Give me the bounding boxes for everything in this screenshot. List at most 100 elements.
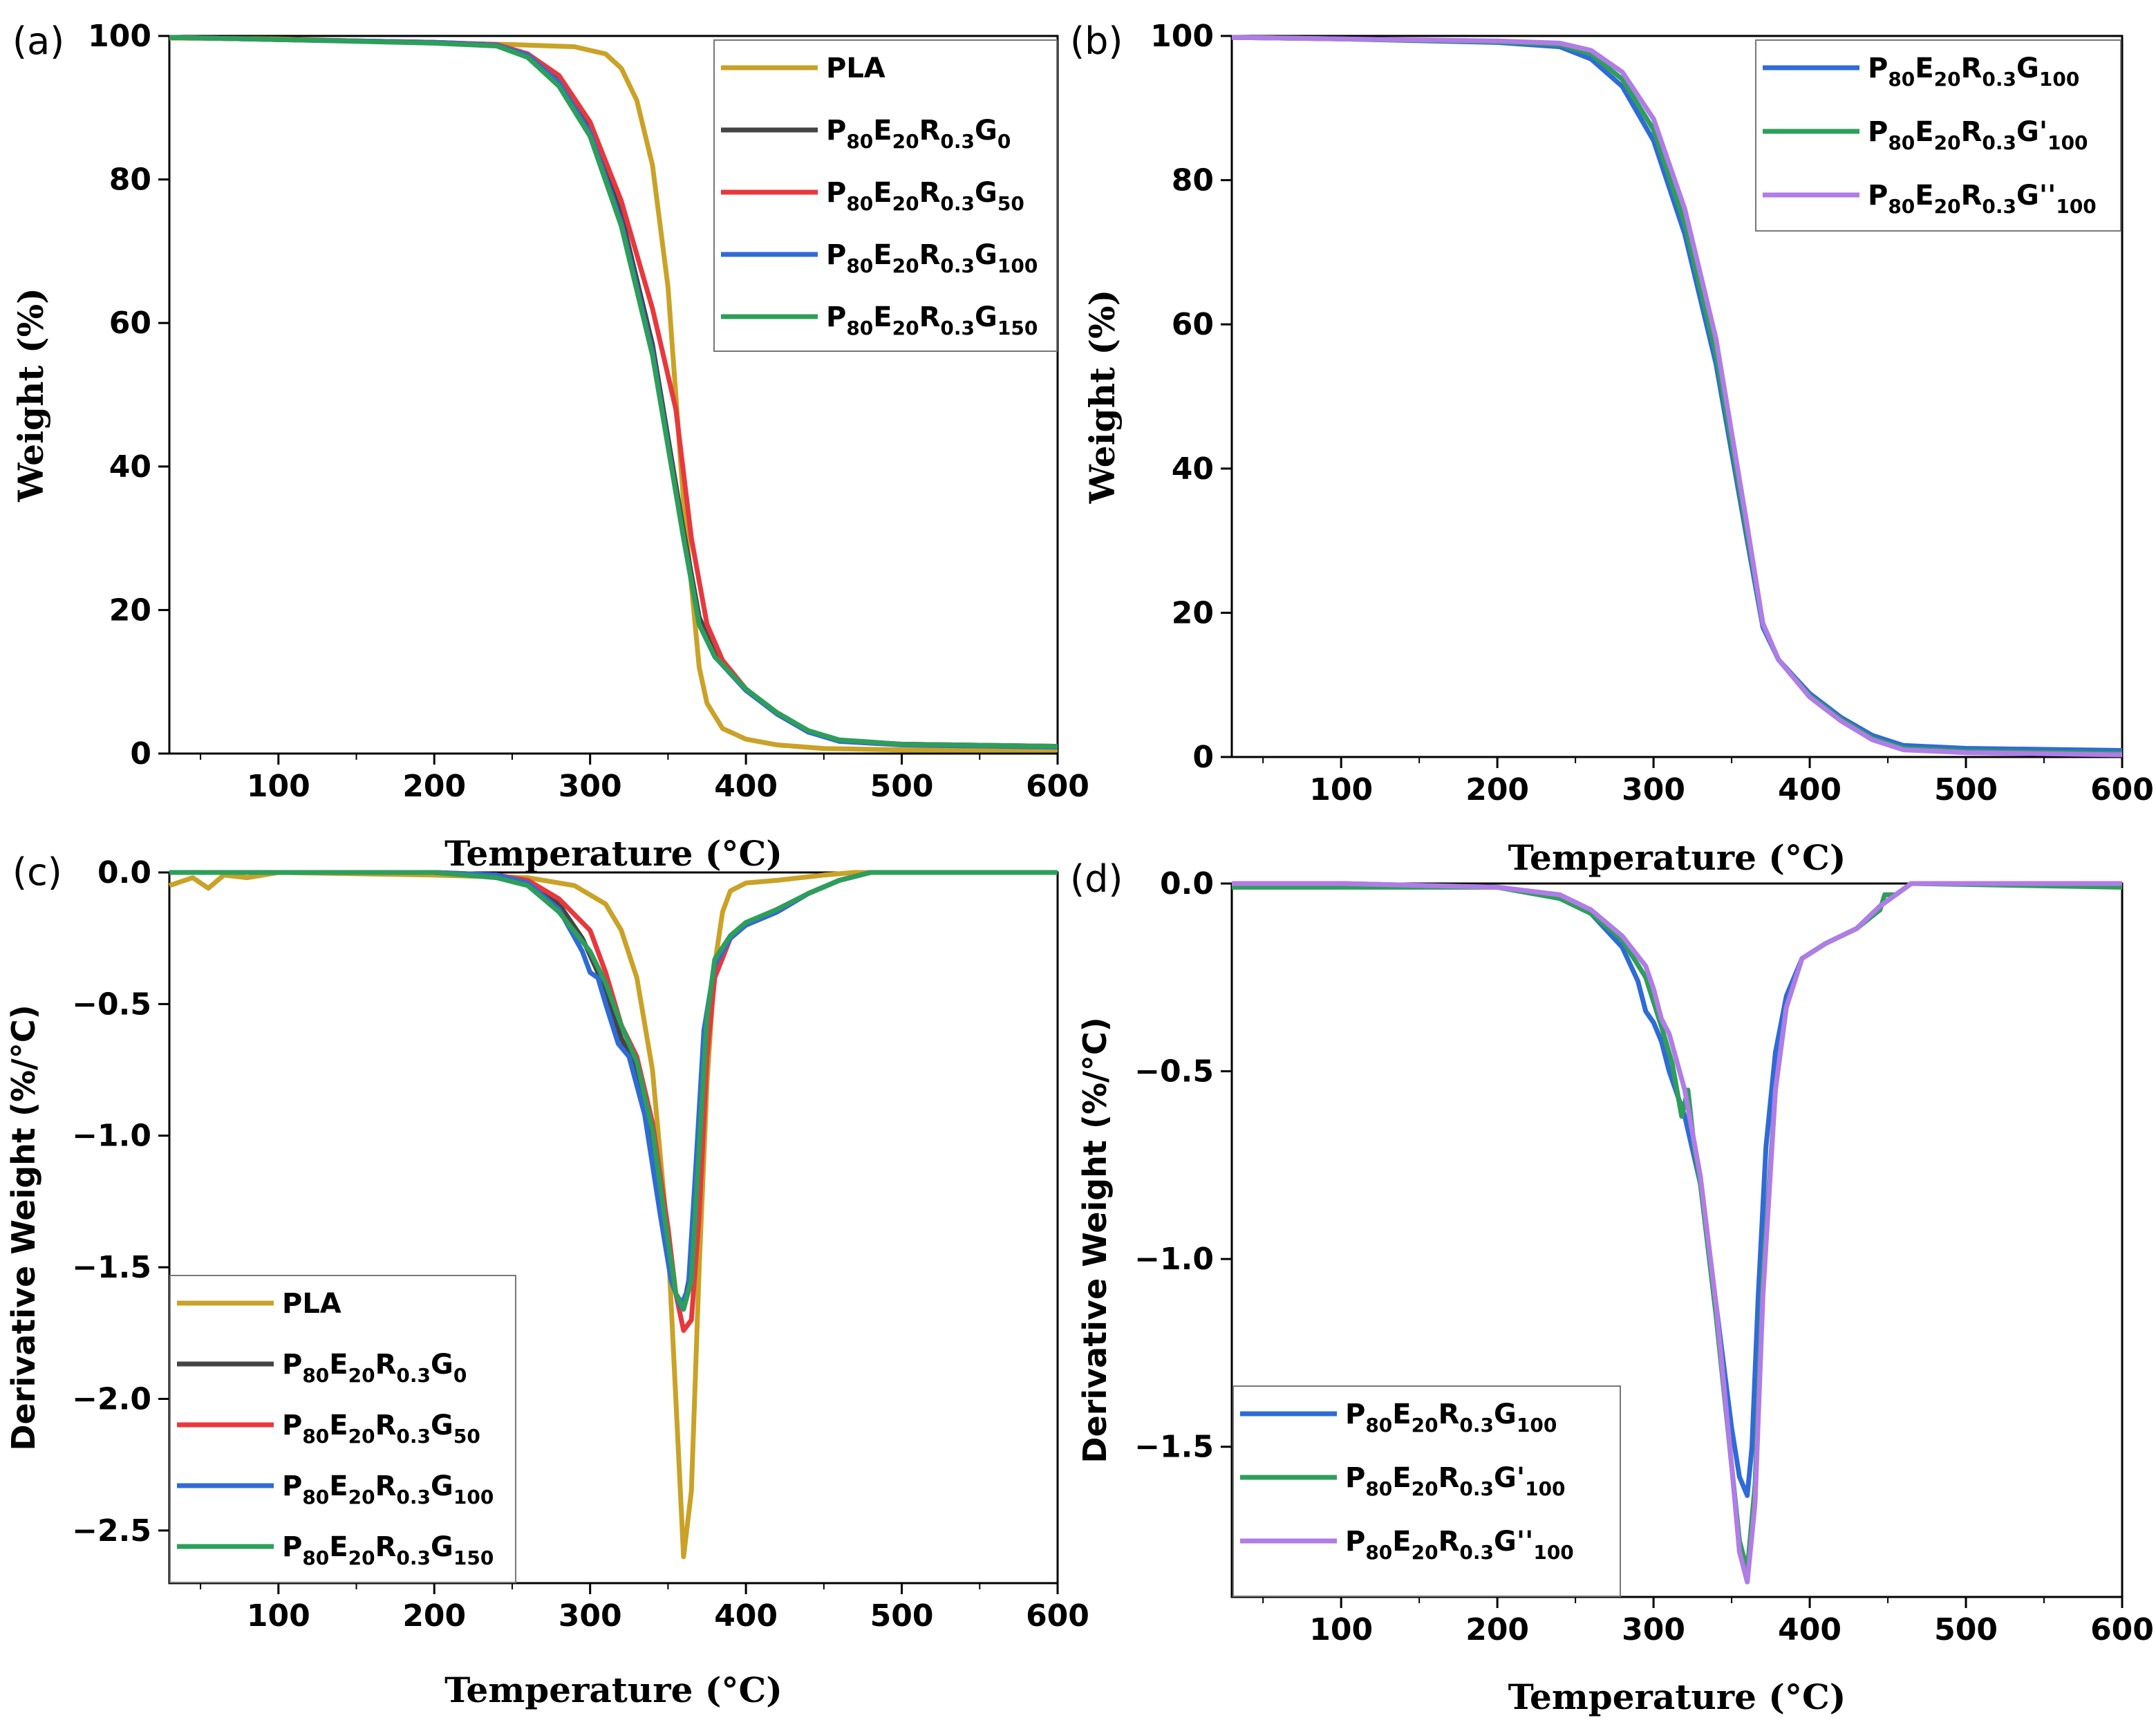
legend-item: P80E20R0.3G0: [177, 1349, 467, 1387]
legend-subscript: 150: [997, 317, 1038, 339]
legend-subscript: 100: [2047, 131, 2088, 154]
x-tick-label: 200: [402, 1598, 466, 1634]
legend-subscript: 80: [302, 1425, 329, 1448]
legend-symbol: P: [826, 115, 846, 147]
plot-frame: [1230, 882, 2124, 1598]
y-tick-label: 20: [1172, 595, 1214, 630]
panel-c: 100 200 300 400 500 6000.0−0.5−1.0−1.5−2.0−2.…: [5, 850, 1089, 1710]
x-tick-label: 600: [1026, 769, 1089, 804]
plot-frame: [168, 35, 1059, 755]
legend-subscript: 20: [1412, 1414, 1438, 1437]
legend-label-text: PLA: [826, 53, 885, 84]
series-line: [169, 35, 1058, 749]
legend-subscript: 80: [302, 1364, 329, 1387]
legend-label: P80E20R0.3G''100: [1345, 1526, 1574, 1564]
legend-subscript: 80: [846, 317, 873, 339]
legend-subscript: 0: [453, 1364, 467, 1387]
legend-label: P80E20R0.3G50: [282, 1410, 480, 1448]
legend-item: P80E20R0.3G150: [177, 1531, 494, 1569]
y-axis-title: Weight (%): [1082, 290, 1123, 505]
legend-subscript: 80: [302, 1486, 329, 1508]
panel-b: 100 200 300 400 500 600 0 20 40 60 80 100 Temperatur…: [1070, 19, 2154, 878]
y-tick-label: 100: [1150, 19, 1214, 54]
legend-symbol: P: [826, 239, 846, 271]
plot-frame: [1230, 35, 2124, 758]
legend-subscript: 0.3: [1982, 131, 2016, 154]
legend-symbol: R: [919, 115, 941, 147]
x-tick-label: 400: [1778, 772, 1841, 807]
legend: P80E20R0.3G100P80E20R0.3G'100P80E20R0.3G…: [1755, 39, 2121, 232]
legend-label: P80E20R0.3G100: [282, 1470, 494, 1508]
legend-subscript: 150: [453, 1546, 494, 1569]
legend-label: P80E20R0.3G0: [826, 115, 1011, 153]
legend-subscript: 100: [1517, 1414, 1557, 1437]
legend-symbol: G': [1494, 1462, 1525, 1494]
y-tick-label: −1.5: [72, 1250, 151, 1285]
legend-subscript: 0.3: [1459, 1414, 1494, 1437]
legend-item: P80E20R0.3G100: [1240, 1399, 1557, 1437]
legend-symbol: E: [873, 177, 892, 209]
legend-item: PLA: [177, 1288, 341, 1320]
legend-item: P80E20R0.3G100: [177, 1470, 494, 1508]
series-line: [169, 870, 1058, 1312]
x-tick-label: 100: [247, 769, 310, 804]
legend-symbol: P: [1868, 180, 1888, 212]
panel-label: (b): [1070, 19, 1123, 63]
y-tick-label: −1.0: [1134, 1242, 1214, 1277]
legend: PLA P80E20R0.3G0 P80E20R0.3G50 P80E20R0.3G1…: [169, 1275, 516, 1583]
legend-item: P80E20R0.3G'100: [1763, 116, 2088, 154]
x-tick-label: 400: [714, 769, 778, 804]
legend-symbol: E: [1915, 180, 1933, 212]
legend-box: [1232, 1385, 1621, 1597]
legend-symbol: R: [375, 1531, 397, 1563]
x-tick-label: 600: [2090, 772, 2154, 807]
y-tick-label: 0: [1192, 740, 1214, 775]
x-tick-label: 300: [1622, 1612, 1685, 1647]
legend-symbol: E: [1392, 1399, 1411, 1430]
legend-symbol: G: [975, 115, 997, 147]
legend-subscript: 80: [1365, 1541, 1392, 1564]
x-axis-title: Temperature (°C): [444, 1670, 782, 1710]
legend-symbol: R: [919, 177, 941, 209]
legend-symbol: P: [826, 177, 846, 209]
legend-symbol: E: [1392, 1526, 1411, 1558]
series-line: [1231, 35, 2123, 758]
legend-subscript: 80: [846, 254, 873, 277]
legend-symbol: R: [1438, 1526, 1460, 1558]
legend-subscript: 20: [1934, 68, 1961, 91]
y-tick-label: 60: [1172, 307, 1214, 342]
legend-subscript: 100: [2056, 195, 2096, 218]
legend-subscript: 100: [1533, 1541, 1573, 1564]
x-tick-label: 300: [559, 769, 622, 804]
legend-box: [713, 39, 1058, 352]
y-tick-label: 0: [130, 736, 151, 772]
legend-symbol: G: [975, 239, 997, 271]
legend-subscript: 20: [348, 1425, 375, 1448]
legend-symbol: E: [873, 301, 892, 333]
legend-label: P80E20R0.3G'100: [1345, 1462, 1566, 1500]
x-axis-title: Temperature (°C): [1508, 837, 1846, 878]
legend-subscript: 100: [1525, 1477, 1565, 1500]
legend-item: P80E20R0.3G50: [721, 177, 1024, 215]
legend-subscript: 0.3: [1982, 195, 2016, 218]
legend-subscript: 50: [997, 192, 1024, 215]
legend-symbol: R: [1438, 1399, 1460, 1430]
y-tick-label: 80: [1172, 163, 1214, 198]
legend-symbol: R: [1961, 53, 1982, 84]
legend-subscript: 80: [846, 192, 873, 215]
series-line: [169, 870, 1058, 1333]
legend-symbol: G: [431, 1531, 453, 1563]
y-tick-label: −1.0: [72, 1119, 151, 1154]
legend-subscript: 20: [892, 130, 919, 153]
legend-subscript: 20: [348, 1546, 375, 1569]
y-tick-label: −0.5: [72, 987, 151, 1022]
y-tick-label: 40: [109, 449, 151, 485]
legend-subscript: 80: [846, 130, 873, 153]
legend-subscript: 20: [892, 192, 919, 215]
x-tick-label: 500: [870, 1598, 934, 1634]
y-tick-label: 60: [109, 306, 151, 341]
series-line: [169, 870, 1058, 1309]
legend-symbol: P: [826, 301, 846, 333]
legend-symbol: E: [329, 1470, 348, 1502]
